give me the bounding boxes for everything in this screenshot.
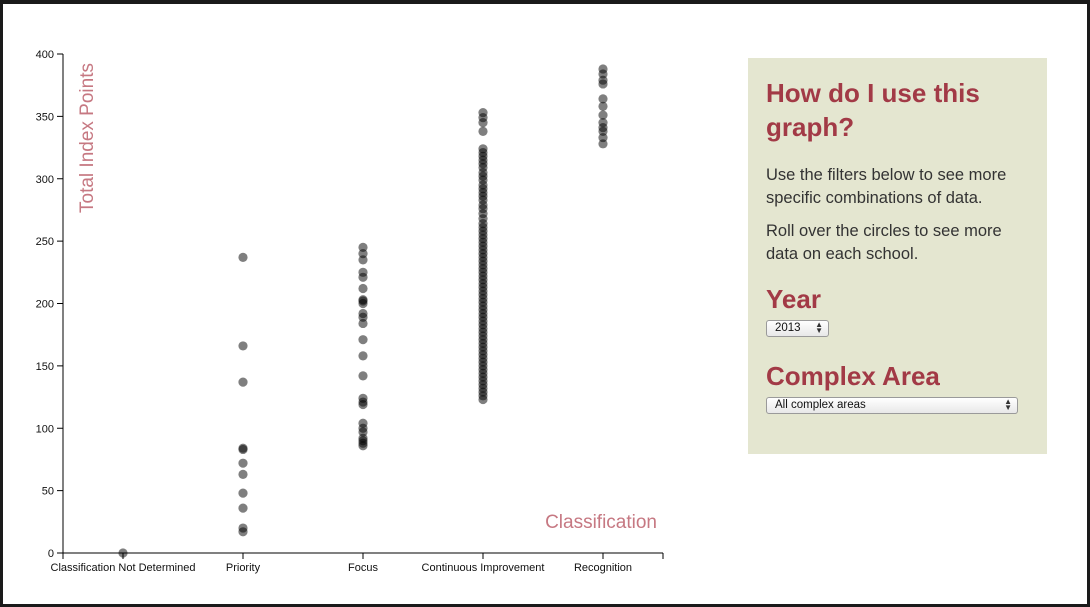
data-point[interactable] xyxy=(118,548,128,558)
x-tick-label: Recognition xyxy=(574,562,632,574)
data-point[interactable] xyxy=(598,110,608,120)
data-point[interactable] xyxy=(478,118,488,128)
data-point[interactable] xyxy=(358,335,368,345)
y-tick-label: 50 xyxy=(42,486,54,498)
help-title: How do I use this graph? xyxy=(766,78,980,142)
data-point[interactable] xyxy=(358,283,368,294)
data-point[interactable] xyxy=(358,351,368,361)
x-axis-title: Classification xyxy=(545,512,657,533)
y-axis-title: Total Index Points xyxy=(77,63,98,213)
complex-area-select[interactable]: All complex areas ▲ ▼ xyxy=(766,397,1018,414)
data-point[interactable] xyxy=(358,371,368,381)
data-point[interactable] xyxy=(238,503,248,513)
help-text-filters: Use the filters below to see more specif… xyxy=(766,166,1007,207)
data-point[interactable] xyxy=(238,377,248,387)
data-point[interactable] xyxy=(358,255,368,265)
data-point[interactable] xyxy=(598,101,608,111)
scatter-chart: 0 50 100 150 200 250 300 350 400 Classification … xyxy=(36,49,664,574)
data-point[interactable] xyxy=(358,318,368,329)
year-select[interactable]: 2013 ▲ ▼ xyxy=(766,320,829,337)
data-point[interactable] xyxy=(358,272,368,282)
x-tick-label: Classification Not Determined xyxy=(51,562,196,574)
y-tick-label: 100 xyxy=(36,423,54,435)
data-point[interactable] xyxy=(238,444,248,455)
data-point[interactable] xyxy=(598,94,608,104)
data-point[interactable] xyxy=(358,399,368,410)
y-tick-label: 200 xyxy=(36,299,54,311)
select-arrows-icon: ▲ ▼ xyxy=(815,320,823,335)
complex-area-select-value: All complex areas xyxy=(775,399,866,411)
data-point[interactable] xyxy=(238,252,248,262)
y-tick-label: 250 xyxy=(36,236,54,248)
data-point[interactable] xyxy=(478,394,488,405)
data-point[interactable] xyxy=(598,79,608,89)
x-tick-label: Priority xyxy=(226,562,261,574)
data-point[interactable] xyxy=(598,139,608,149)
data-point[interactable] xyxy=(238,341,248,351)
data-point[interactable] xyxy=(238,458,248,468)
year-label: Year xyxy=(766,284,821,314)
x-tick-label: Continuous Improvement xyxy=(422,562,545,574)
y-tick-label: 350 xyxy=(36,111,54,123)
complex-area-label: Complex Area xyxy=(766,361,940,391)
data-point[interactable] xyxy=(238,527,248,537)
data-point[interactable] xyxy=(358,441,368,451)
x-axis: Classification Not Determined Priority Foc… xyxy=(51,552,664,574)
select-arrows-icon: ▲ ▼ xyxy=(1004,397,1012,412)
data-points[interactable] xyxy=(118,64,608,558)
y-tick-label: 400 xyxy=(36,49,54,61)
y-tick-label: 300 xyxy=(36,174,54,186)
y-tick-label: 150 xyxy=(36,361,54,373)
data-point[interactable] xyxy=(478,126,488,136)
y-axis: 0 50 100 150 200 250 300 350 400 xyxy=(36,49,64,560)
data-point[interactable] xyxy=(238,469,248,480)
x-tick-label: Focus xyxy=(348,562,378,574)
y-tick-label: 0 xyxy=(48,548,54,560)
year-select-value: 2013 xyxy=(775,322,801,334)
help-panel: How do I use this graph? Use the filters… xyxy=(748,58,1047,454)
data-point[interactable] xyxy=(358,298,368,309)
help-text-rollover: Roll over the circles to see more data o… xyxy=(766,222,1002,263)
data-point[interactable] xyxy=(238,488,248,498)
